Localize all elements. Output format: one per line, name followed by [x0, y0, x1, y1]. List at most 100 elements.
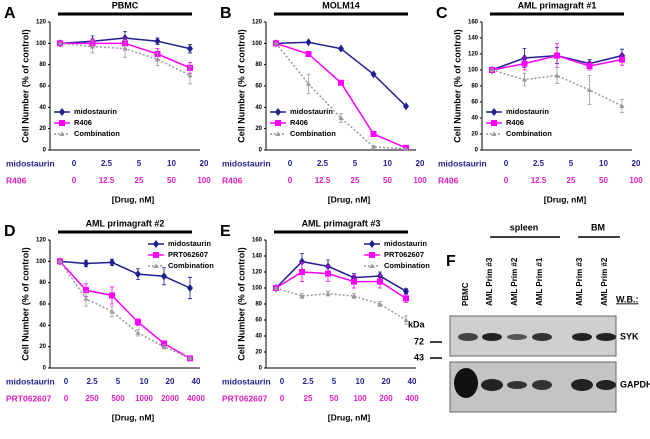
dose-label: 20: [632, 159, 641, 168]
marker: [522, 77, 527, 82]
marker: [187, 44, 193, 53]
dose-row-name: R406: [6, 175, 27, 185]
marker: [135, 270, 141, 279]
size-marker: 43: [414, 352, 424, 362]
marker: [187, 72, 193, 78]
marker: [57, 40, 63, 46]
legend-label: Combination: [168, 261, 214, 270]
dose-label: 50: [599, 176, 608, 185]
y-tick-label: 0: [259, 148, 263, 154]
dose-label: 10: [356, 377, 365, 386]
y-tick-label: 0: [43, 366, 47, 372]
dose-label: 40: [408, 377, 417, 386]
y-tick-label: 20: [255, 350, 262, 356]
dose-label: 50: [383, 176, 392, 185]
dose-label: 5: [332, 377, 337, 386]
dose-label: 0: [280, 394, 285, 403]
panel-label: A: [4, 5, 16, 22]
kda-label: kDa: [408, 319, 426, 329]
y-tick-label: 80: [39, 280, 46, 286]
dose-row-name: PRT062607: [6, 393, 52, 403]
legend-label: Combination: [290, 129, 336, 138]
dose-label: 10: [599, 159, 608, 168]
dose-label: 5: [116, 377, 121, 386]
y-tick-label: 140: [468, 36, 479, 42]
band: [481, 379, 503, 391]
marker: [155, 56, 160, 62]
dose-label: 0: [504, 176, 509, 185]
dose-label: 10: [140, 377, 149, 386]
y-tick-label: 160: [468, 20, 479, 26]
band: [532, 333, 552, 341]
dose-label: 50: [167, 176, 176, 185]
marker: [491, 131, 497, 136]
legend-label: R406: [74, 118, 92, 127]
dose-label: 5: [137, 159, 142, 168]
legend-label: midostaurin: [506, 107, 549, 116]
legend-label: midostaurin: [168, 239, 211, 248]
dose-label: 50: [330, 394, 339, 403]
band: [507, 381, 527, 389]
marker: [554, 52, 560, 59]
dose-label: 1000: [135, 394, 153, 403]
chart-title: AML primagraft #3: [302, 218, 381, 228]
marker: [299, 269, 305, 275]
marker: [122, 46, 128, 51]
dose-label: 2000: [161, 394, 179, 403]
lane-label: AML Prim #2: [510, 257, 519, 306]
marker: [90, 44, 95, 49]
marker: [109, 308, 115, 314]
series-line: [275, 42, 407, 150]
dose-label: 25: [567, 176, 576, 185]
lane-label: AML Prim #3: [485, 257, 494, 306]
y-axis-label: Cell Number (% of control): [20, 29, 30, 143]
dose-label: 0: [72, 159, 77, 168]
y-tick-label: 160: [252, 238, 263, 244]
dose-label: 500: [111, 394, 125, 403]
marker: [351, 293, 357, 298]
marker: [83, 259, 89, 268]
dose-label: 20: [382, 377, 391, 386]
dose-label: 0: [72, 176, 77, 185]
dose-row-name: midostaurin: [438, 158, 487, 168]
marker: [273, 285, 279, 290]
marker: [491, 120, 497, 126]
dose-label: 12.5: [531, 176, 547, 185]
dose-label: 25: [135, 176, 144, 185]
y-tick-label: 120: [36, 20, 47, 26]
dose-label: 25: [351, 176, 360, 185]
dose-label: 0: [64, 377, 69, 386]
marker: [161, 340, 167, 347]
marker: [154, 37, 161, 46]
dose-row-name: R406: [222, 175, 243, 185]
dose-label: 2.5: [533, 159, 545, 168]
y-tick-label: 60: [39, 302, 46, 308]
marker: [403, 287, 409, 296]
x-axis-label: [Drug, nM]: [112, 194, 155, 204]
marker: [370, 70, 377, 79]
marker: [109, 258, 115, 267]
marker: [338, 79, 344, 86]
marker: [305, 38, 312, 47]
marker: [59, 131, 65, 136]
y-tick-label: 60: [471, 100, 478, 106]
marker: [161, 272, 167, 281]
marker: [299, 257, 305, 266]
dose-label: 2.5: [302, 377, 314, 386]
marker: [489, 67, 495, 72]
y-tick-label: 40: [471, 116, 478, 122]
marker: [377, 301, 383, 306]
y-axis-label: Cell Number (% of control): [20, 247, 30, 361]
y-tick-label: 120: [252, 20, 263, 26]
lane-label: AML Prim #3: [575, 257, 584, 306]
band: [482, 333, 502, 341]
marker: [153, 240, 159, 248]
band: [532, 380, 552, 390]
marker: [153, 263, 159, 268]
y-tick-label: 120: [468, 52, 479, 58]
marker: [369, 263, 375, 268]
dose-row-name: midostaurin: [6, 376, 55, 386]
dose-row-name: midostaurin: [6, 158, 55, 168]
marker: [275, 120, 281, 126]
